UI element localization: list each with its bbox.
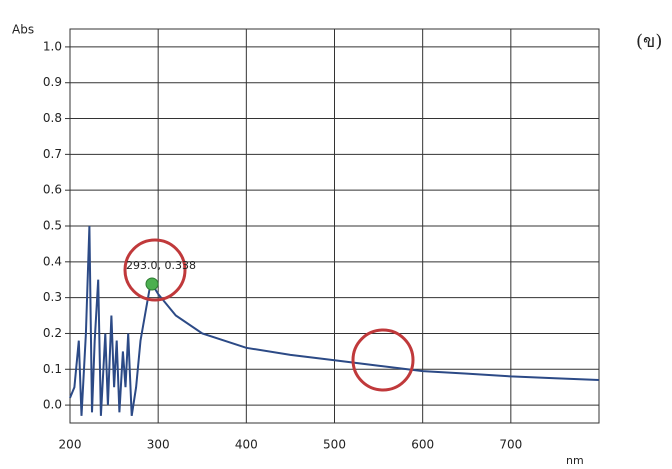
y-tick-label: 1.0 xyxy=(43,39,62,53)
y-tick-label: 0.3 xyxy=(43,290,62,304)
y-axis-label: Abs xyxy=(12,23,34,37)
y-tick-label: 0.0 xyxy=(43,398,62,412)
y-tick-label: 0.5 xyxy=(43,219,62,233)
x-tick-label: 400 xyxy=(235,438,258,452)
y-tick-label: 0.2 xyxy=(43,326,62,340)
x-tick-label: 600 xyxy=(411,438,434,452)
y-tick-label: 0.6 xyxy=(43,183,62,197)
y-tick-label: 0.9 xyxy=(43,75,62,89)
y-tick-label: 0.4 xyxy=(43,254,62,268)
y-tick-label: 0.1 xyxy=(43,362,62,376)
peak-label: 293.0, 0.338 xyxy=(126,259,196,272)
peak-marker xyxy=(146,278,158,290)
x-tick-label: 500 xyxy=(323,438,346,452)
x-tick-label: 200 xyxy=(59,438,82,452)
y-tick-label: 0.8 xyxy=(43,111,62,125)
chart: (ข) Abs nm 0.0 0.1 0.2 0.3 0.4 0.5 0.6 0.7 0.8 0.… xyxy=(0,0,672,469)
x-tick-label: 300 xyxy=(147,438,170,452)
x-tick-label: 700 xyxy=(499,438,522,452)
panel-label: (ข) xyxy=(636,31,662,52)
x-axis-label: nm xyxy=(566,454,584,467)
y-tick-label: 0.7 xyxy=(43,147,62,161)
